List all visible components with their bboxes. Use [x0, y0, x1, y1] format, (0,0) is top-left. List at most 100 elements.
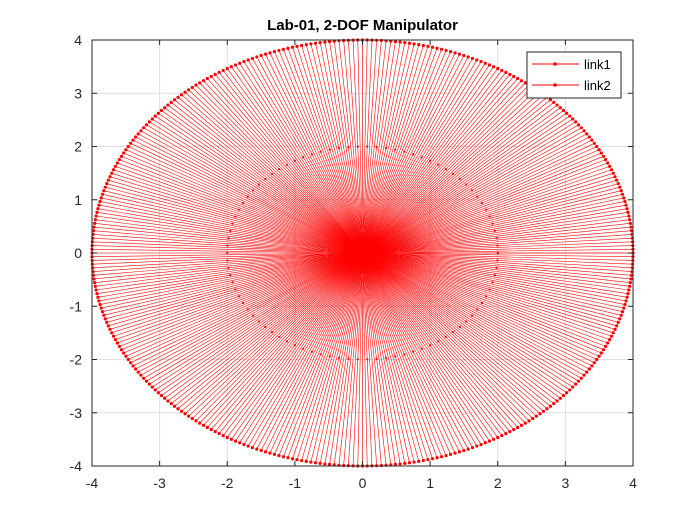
- link2-segment: [207, 340, 286, 428]
- end-effector-point: [590, 364, 594, 368]
- end-effector-point: [624, 299, 628, 303]
- link1-segment: [230, 252, 363, 278]
- elbow-point: [278, 167, 281, 171]
- elbow-point: [226, 259, 229, 262]
- link1-segment: [241, 252, 363, 302]
- end-effector-point: [272, 50, 277, 54]
- link1-segment: [362, 184, 467, 254]
- link1-segment: [227, 247, 363, 254]
- link1-segment: [362, 193, 475, 254]
- link2-segment: [478, 143, 595, 199]
- link2-segment: [93, 261, 228, 272]
- link1-segment: [280, 252, 363, 339]
- link1-segment: [227, 252, 363, 261]
- link2-segment: [495, 212, 629, 233]
- end-effector-point: [255, 55, 259, 59]
- link2-segment: [94, 267, 229, 283]
- link2-segment: [256, 350, 310, 450]
- elbow-point: [375, 357, 378, 361]
- end-effector-point: [117, 158, 121, 162]
- link1-segment: [245, 252, 363, 307]
- link2-segment: [497, 254, 633, 258]
- end-effector-point: [176, 407, 180, 411]
- link2-segment: [119, 299, 242, 347]
- link2-segment: [227, 68, 296, 161]
- link1-segment: [252, 190, 363, 254]
- link2-segment: [492, 193, 623, 224]
- link1-segment: [362, 252, 493, 283]
- link1-segment: [338, 148, 363, 254]
- link1-segment: [362, 252, 418, 351]
- end-effector-point: [131, 364, 135, 368]
- link1-segment: [362, 252, 487, 297]
- end-effector-point: [561, 108, 566, 113]
- link2-segment: [468, 121, 576, 188]
- link2-segment: [95, 219, 229, 237]
- link2-segment: [383, 42, 406, 148]
- link1-segment: [318, 152, 363, 254]
- link2-segment: [496, 263, 632, 276]
- end-effector-point: [393, 39, 398, 44]
- link2-segment: [406, 353, 451, 455]
- link1-segment: [362, 252, 465, 324]
- end-effector-point: [142, 376, 146, 380]
- link1-segment: [362, 187, 470, 254]
- link2-segment: [489, 289, 617, 327]
- link1-segment: [362, 148, 389, 254]
- link2-segment: [392, 45, 424, 150]
- link2-segment: [243, 61, 304, 158]
- link1-segment: [362, 188, 471, 254]
- link1-segment: [362, 252, 492, 285]
- end-effector-point: [483, 61, 487, 65]
- end-effector-point: [398, 462, 402, 466]
- link1-segment: [362, 252, 488, 294]
- link2-segment: [447, 87, 533, 171]
- link1-segment: [237, 252, 363, 294]
- legend-item-link1[interactable]: link1: [532, 57, 611, 72]
- link1-segment: [239, 207, 363, 254]
- end-effector-point: [97, 203, 101, 207]
- link1-segment: [362, 252, 495, 278]
- link2-segment: [92, 258, 228, 265]
- end-effector-point: [565, 391, 569, 395]
- legend[interactable]: link1 link2: [526, 51, 622, 99]
- link1-segment: [260, 182, 363, 254]
- end-effector-point: [263, 450, 268, 454]
- link2-segment: [493, 201, 626, 228]
- link2-segment: [105, 285, 234, 320]
- link2-segment: [171, 102, 268, 178]
- end-effector-point: [462, 448, 466, 453]
- elbow-point: [337, 356, 341, 359]
- link1-segment: [227, 250, 363, 254]
- end-effector-point: [628, 281, 632, 285]
- link2-segment: [462, 110, 564, 182]
- link2-segment: [443, 337, 526, 424]
- end-effector-point: [300, 43, 304, 48]
- link1-segment: [362, 201, 481, 254]
- elbow-point: [493, 229, 496, 232]
- elbow-point: [465, 320, 468, 323]
- end-effector-point: [281, 47, 286, 51]
- x-tick-label: 3: [561, 475, 569, 491]
- link1-segment: [362, 252, 483, 304]
- end-effector-point: [604, 158, 608, 162]
- link2-segment: [99, 201, 232, 228]
- legend-items: link1 link2: [532, 57, 611, 93]
- end-effector-point: [242, 59, 246, 64]
- link1-segment: [362, 252, 435, 344]
- link1-segment: [228, 237, 363, 254]
- end-effector-point: [613, 327, 617, 331]
- link1-segment: [362, 245, 498, 254]
- link1-segment: [257, 252, 363, 321]
- legend-item-link2[interactable]: link2: [532, 78, 611, 93]
- link2-segment: [158, 113, 261, 184]
- link2-segment: [287, 48, 326, 151]
- link2-segment: [149, 318, 257, 385]
- link1-segment: [362, 252, 462, 326]
- link1-segment: [290, 252, 363, 344]
- link2-segment: [419, 349, 478, 447]
- elbow-point: [394, 148, 397, 151]
- link1-segment: [362, 237, 497, 254]
- end-effector-point: [626, 292, 630, 296]
- end-effector-point: [225, 66, 229, 71]
